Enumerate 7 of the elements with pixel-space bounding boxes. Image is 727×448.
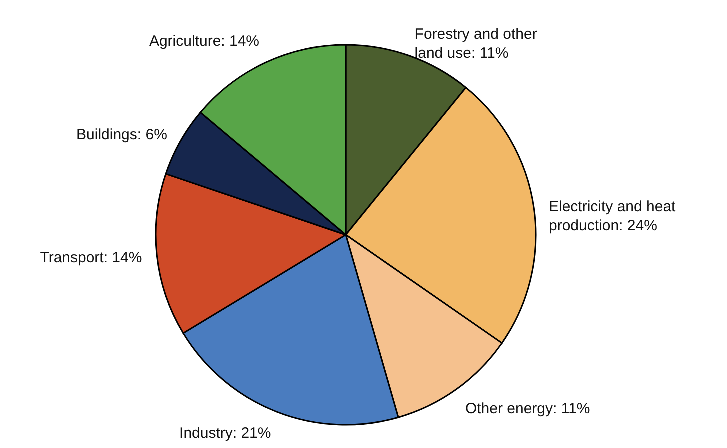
slice-label: Industry: 21% <box>180 424 272 442</box>
slice-label: Forestry and other land use: 11% <box>414 26 538 62</box>
slice-label: Agriculture: 14% <box>149 33 260 50</box>
slice-label: Buildings: 6% <box>76 126 168 144</box>
slice-label: Electricity and heat production: 24% <box>548 198 677 234</box>
slice-label: Transport: 14% <box>40 249 142 266</box>
slice-label: Other energy: 11% <box>465 400 590 418</box>
